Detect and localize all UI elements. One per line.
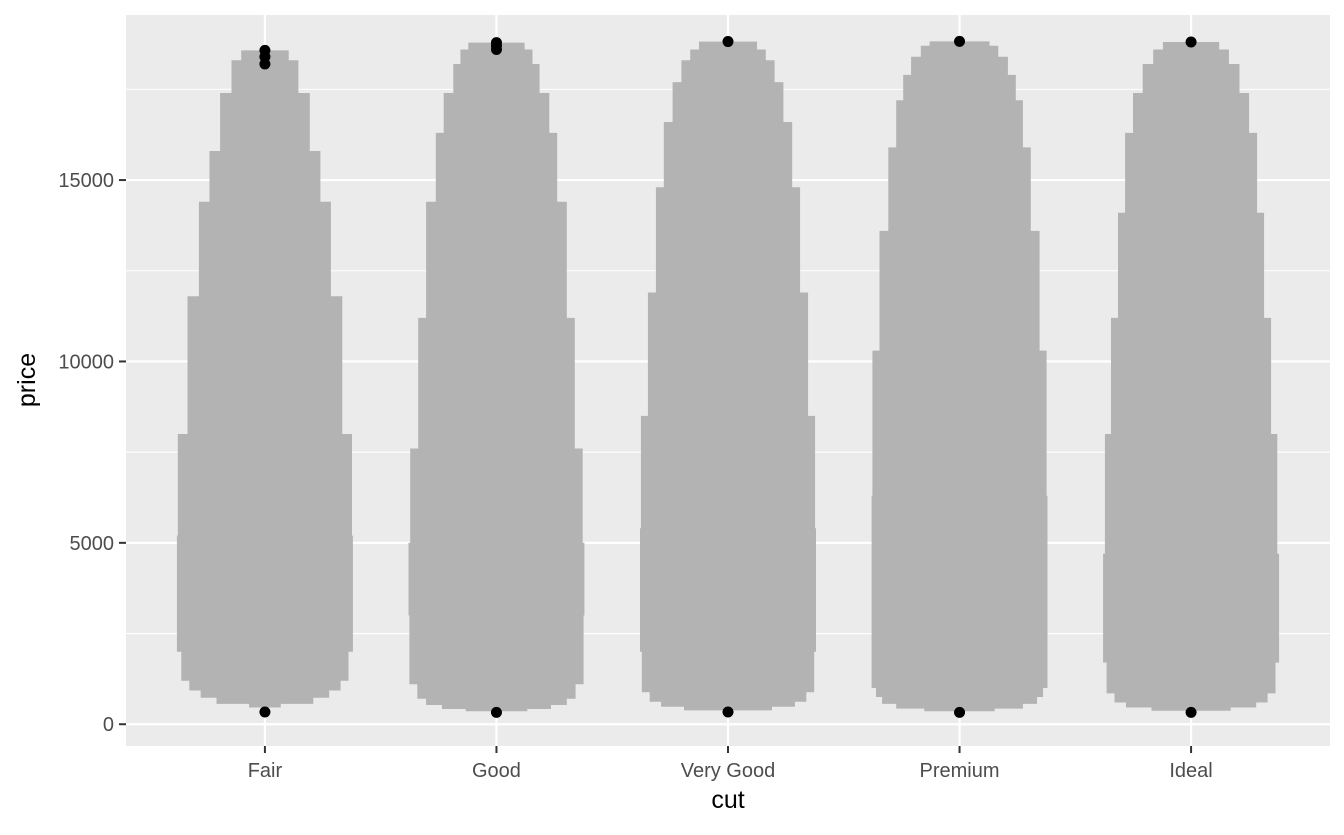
violins [176,41,1280,713]
x-tick-label: Very Good [681,760,776,782]
y-tick-label: 10000 [58,351,114,373]
outlier-points [259,35,1197,718]
y-tick-label: 15000 [58,170,114,192]
violin-very-good [640,41,816,713]
x-tick-label: Good [472,760,521,782]
data-point [259,706,271,718]
data-point [722,36,734,48]
violin-good [408,42,585,713]
data-point [1185,706,1197,718]
x-tick-label: Premium [920,760,1000,782]
y-axis-title: price [13,353,41,407]
data-point [490,43,502,55]
x-axis-title: cut [711,786,744,814]
data-point [954,706,966,718]
y-tick-label: 0 [103,714,114,736]
data-point [259,58,271,70]
x-tick-label: Fair [248,760,283,782]
x-tick-label: Ideal [1169,760,1212,782]
data-point [722,706,734,718]
violin-premium [871,41,1048,713]
violin-fair [176,50,353,712]
violin-ideal [1103,42,1280,713]
y-tick-label: 5000 [70,533,115,555]
data-point [954,35,966,47]
axes: 0 5000 10000 15000 Fair Good Very Good Premium I… [58,170,1212,782]
data-point [1185,36,1197,48]
data-point [490,706,502,718]
